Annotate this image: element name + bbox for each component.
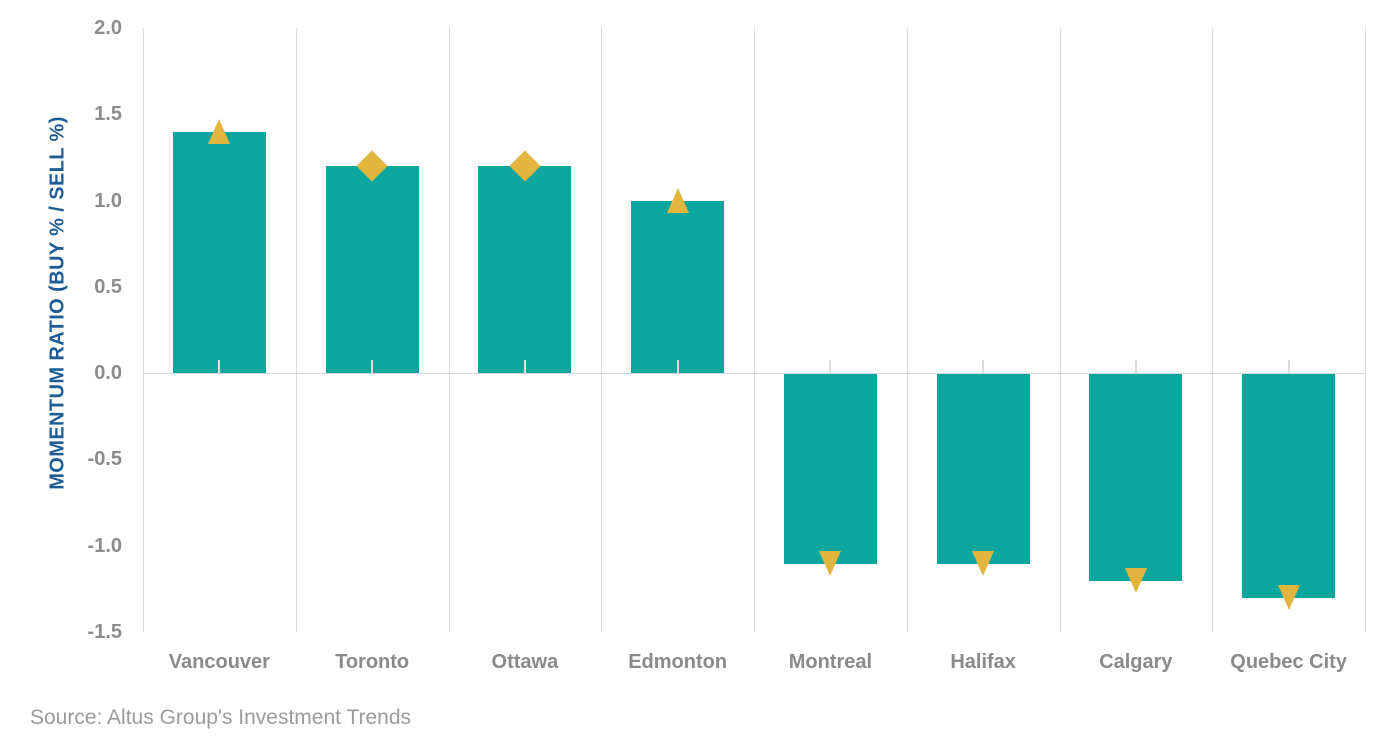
bar-toronto — [325, 166, 419, 374]
vertical-gridline — [1212, 28, 1214, 632]
category-axis-tick — [218, 360, 221, 374]
bar-calgary — [1089, 374, 1183, 582]
category-label-vancouver: Vancouver — [168, 651, 270, 673]
vertical-gridline — [601, 28, 603, 632]
y-tick-label: -1.5 — [87, 621, 122, 643]
vertical-gridline — [448, 28, 450, 632]
marker-triangle-down-icon — [1124, 568, 1147, 594]
bar-quebec-city — [1242, 374, 1336, 599]
marker-triangle-down-icon — [1277, 585, 1300, 611]
category-label-montreal: Montreal — [788, 651, 873, 673]
category-axis-tick — [982, 360, 985, 374]
category-axis-tick — [829, 360, 832, 374]
bar-halifax — [936, 374, 1030, 564]
marker-triangle-up-icon — [666, 187, 689, 213]
y-tick-label: 1.5 — [94, 103, 122, 126]
category-label-halifax: Halifax — [950, 651, 1016, 673]
y-tick-label: 2.0 — [94, 17, 122, 39]
category-label-toronto: Toronto — [335, 651, 410, 673]
vertical-gridline — [143, 28, 144, 632]
y-tick-label: 0.0 — [94, 362, 122, 385]
y-tick-label: 0.5 — [94, 275, 122, 298]
category-axis-tick — [676, 360, 679, 374]
category-axis-tick — [523, 360, 526, 374]
y-tick-label: -1.0 — [87, 534, 122, 557]
y-axis-title: MOMENTUM RATIO (BUY % / SELL %) — [46, 116, 69, 490]
bar-edmonton — [631, 200, 725, 374]
vertical-gridline — [295, 28, 297, 632]
vertical-gridline — [1365, 28, 1366, 632]
bar-vancouver — [172, 131, 266, 374]
vertical-gridline — [1059, 28, 1061, 632]
bar-ottawa — [478, 166, 572, 374]
marker-triangle-down-icon — [972, 550, 995, 576]
marker-triangle-up-icon — [208, 118, 231, 144]
category-axis-tick — [371, 360, 374, 374]
category-axis-tick — [1134, 360, 1137, 374]
category-label-edmonton: Edmonton — [628, 651, 728, 673]
category-axis-tick — [1287, 360, 1290, 374]
y-tick-label: 1.0 — [94, 189, 122, 212]
y-tick-label: -0.5 — [87, 448, 122, 471]
category-label-calgary: Calgary — [1099, 651, 1173, 673]
category-label-ottawa: Ottawa — [491, 651, 559, 673]
category-label-quebec-city: Quebec City — [1230, 651, 1347, 673]
bar-montreal — [783, 374, 877, 564]
source-note: Source: Altus Group's Investment Trends — [30, 706, 412, 729]
vertical-gridline — [754, 28, 755, 632]
zero-baseline — [143, 373, 1365, 375]
vertical-gridline — [906, 28, 908, 632]
marker-triangle-down-icon — [819, 550, 842, 576]
